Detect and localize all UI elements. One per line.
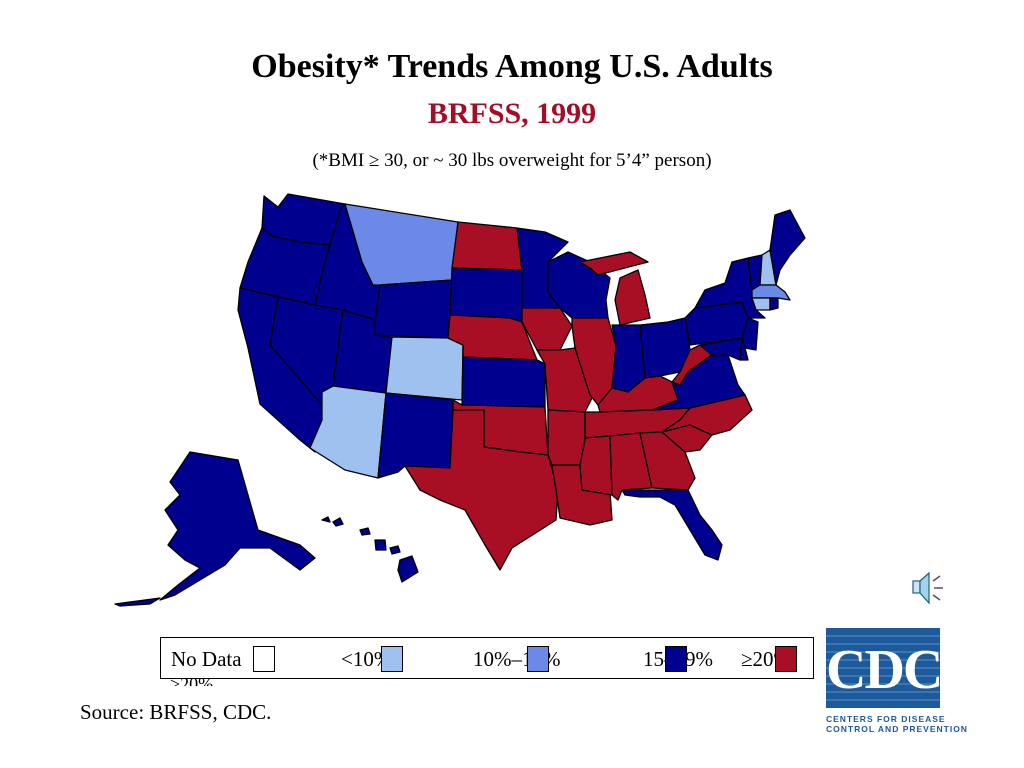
cdc-logo-caption-1: CENTERS FOR DISEASE — [826, 714, 946, 724]
legend-overflow-text: >20% — [170, 674, 214, 686]
cdc-logo-caption-2: CONTROL AND PREVENTION — [826, 724, 968, 734]
legend-swatch-10-14 — [527, 646, 549, 672]
state-NC — [661, 394, 753, 436]
bmi-footnote: (*BMI ≥ 30, or ~ 30 lbs overweight for 5… — [312, 150, 712, 171]
state-NJ — [741, 317, 759, 351]
state-CO — [385, 336, 464, 401]
state-KS — [461, 356, 546, 408]
state-FL — [621, 489, 723, 561]
speaker-icon[interactable] — [910, 568, 948, 608]
state-AK — [114, 451, 316, 607]
state-MO — [536, 347, 593, 413]
slide-title: Obesity* Trends Among U.S. Adults — [251, 48, 773, 85]
state-AZ — [309, 385, 387, 479]
cdc-logo-mark: CDC — [826, 628, 943, 708]
cdc-logo-letters: CDC — [826, 639, 943, 701]
state-MD — [699, 337, 743, 361]
state-ND — [451, 221, 523, 271]
state-RI — [769, 297, 779, 311]
us-obesity-map — [114, 193, 806, 607]
state-MI — [579, 251, 651, 326]
legend-swatch-ge20 — [775, 646, 797, 672]
map-legend: No Data <10% 10%–14% 15–19% ≥20% — [160, 637, 814, 679]
state-HI — [321, 516, 419, 583]
state-WV — [671, 344, 713, 386]
state-MS — [579, 435, 613, 496]
legend-swatch-15-19 — [665, 646, 687, 672]
slide-subtitle: BRFSS, 1999 — [427, 97, 597, 130]
cdc-logo: CDC CENTERS FOR DISEASE CONTROL AND PREV… — [826, 628, 968, 734]
state-WY — [374, 279, 453, 339]
source-note: Source: BRFSS, CDC. — [80, 700, 272, 724]
state-AR — [547, 409, 586, 466]
legend-label-no-data: No Data — [171, 647, 242, 671]
legend-swatch-lt10 — [381, 646, 403, 672]
state-SD — [449, 267, 523, 323]
state-TX — [404, 409, 559, 571]
legend-swatch-no-data — [253, 646, 275, 672]
state-ME — [769, 209, 806, 286]
state-NM — [377, 392, 454, 479]
